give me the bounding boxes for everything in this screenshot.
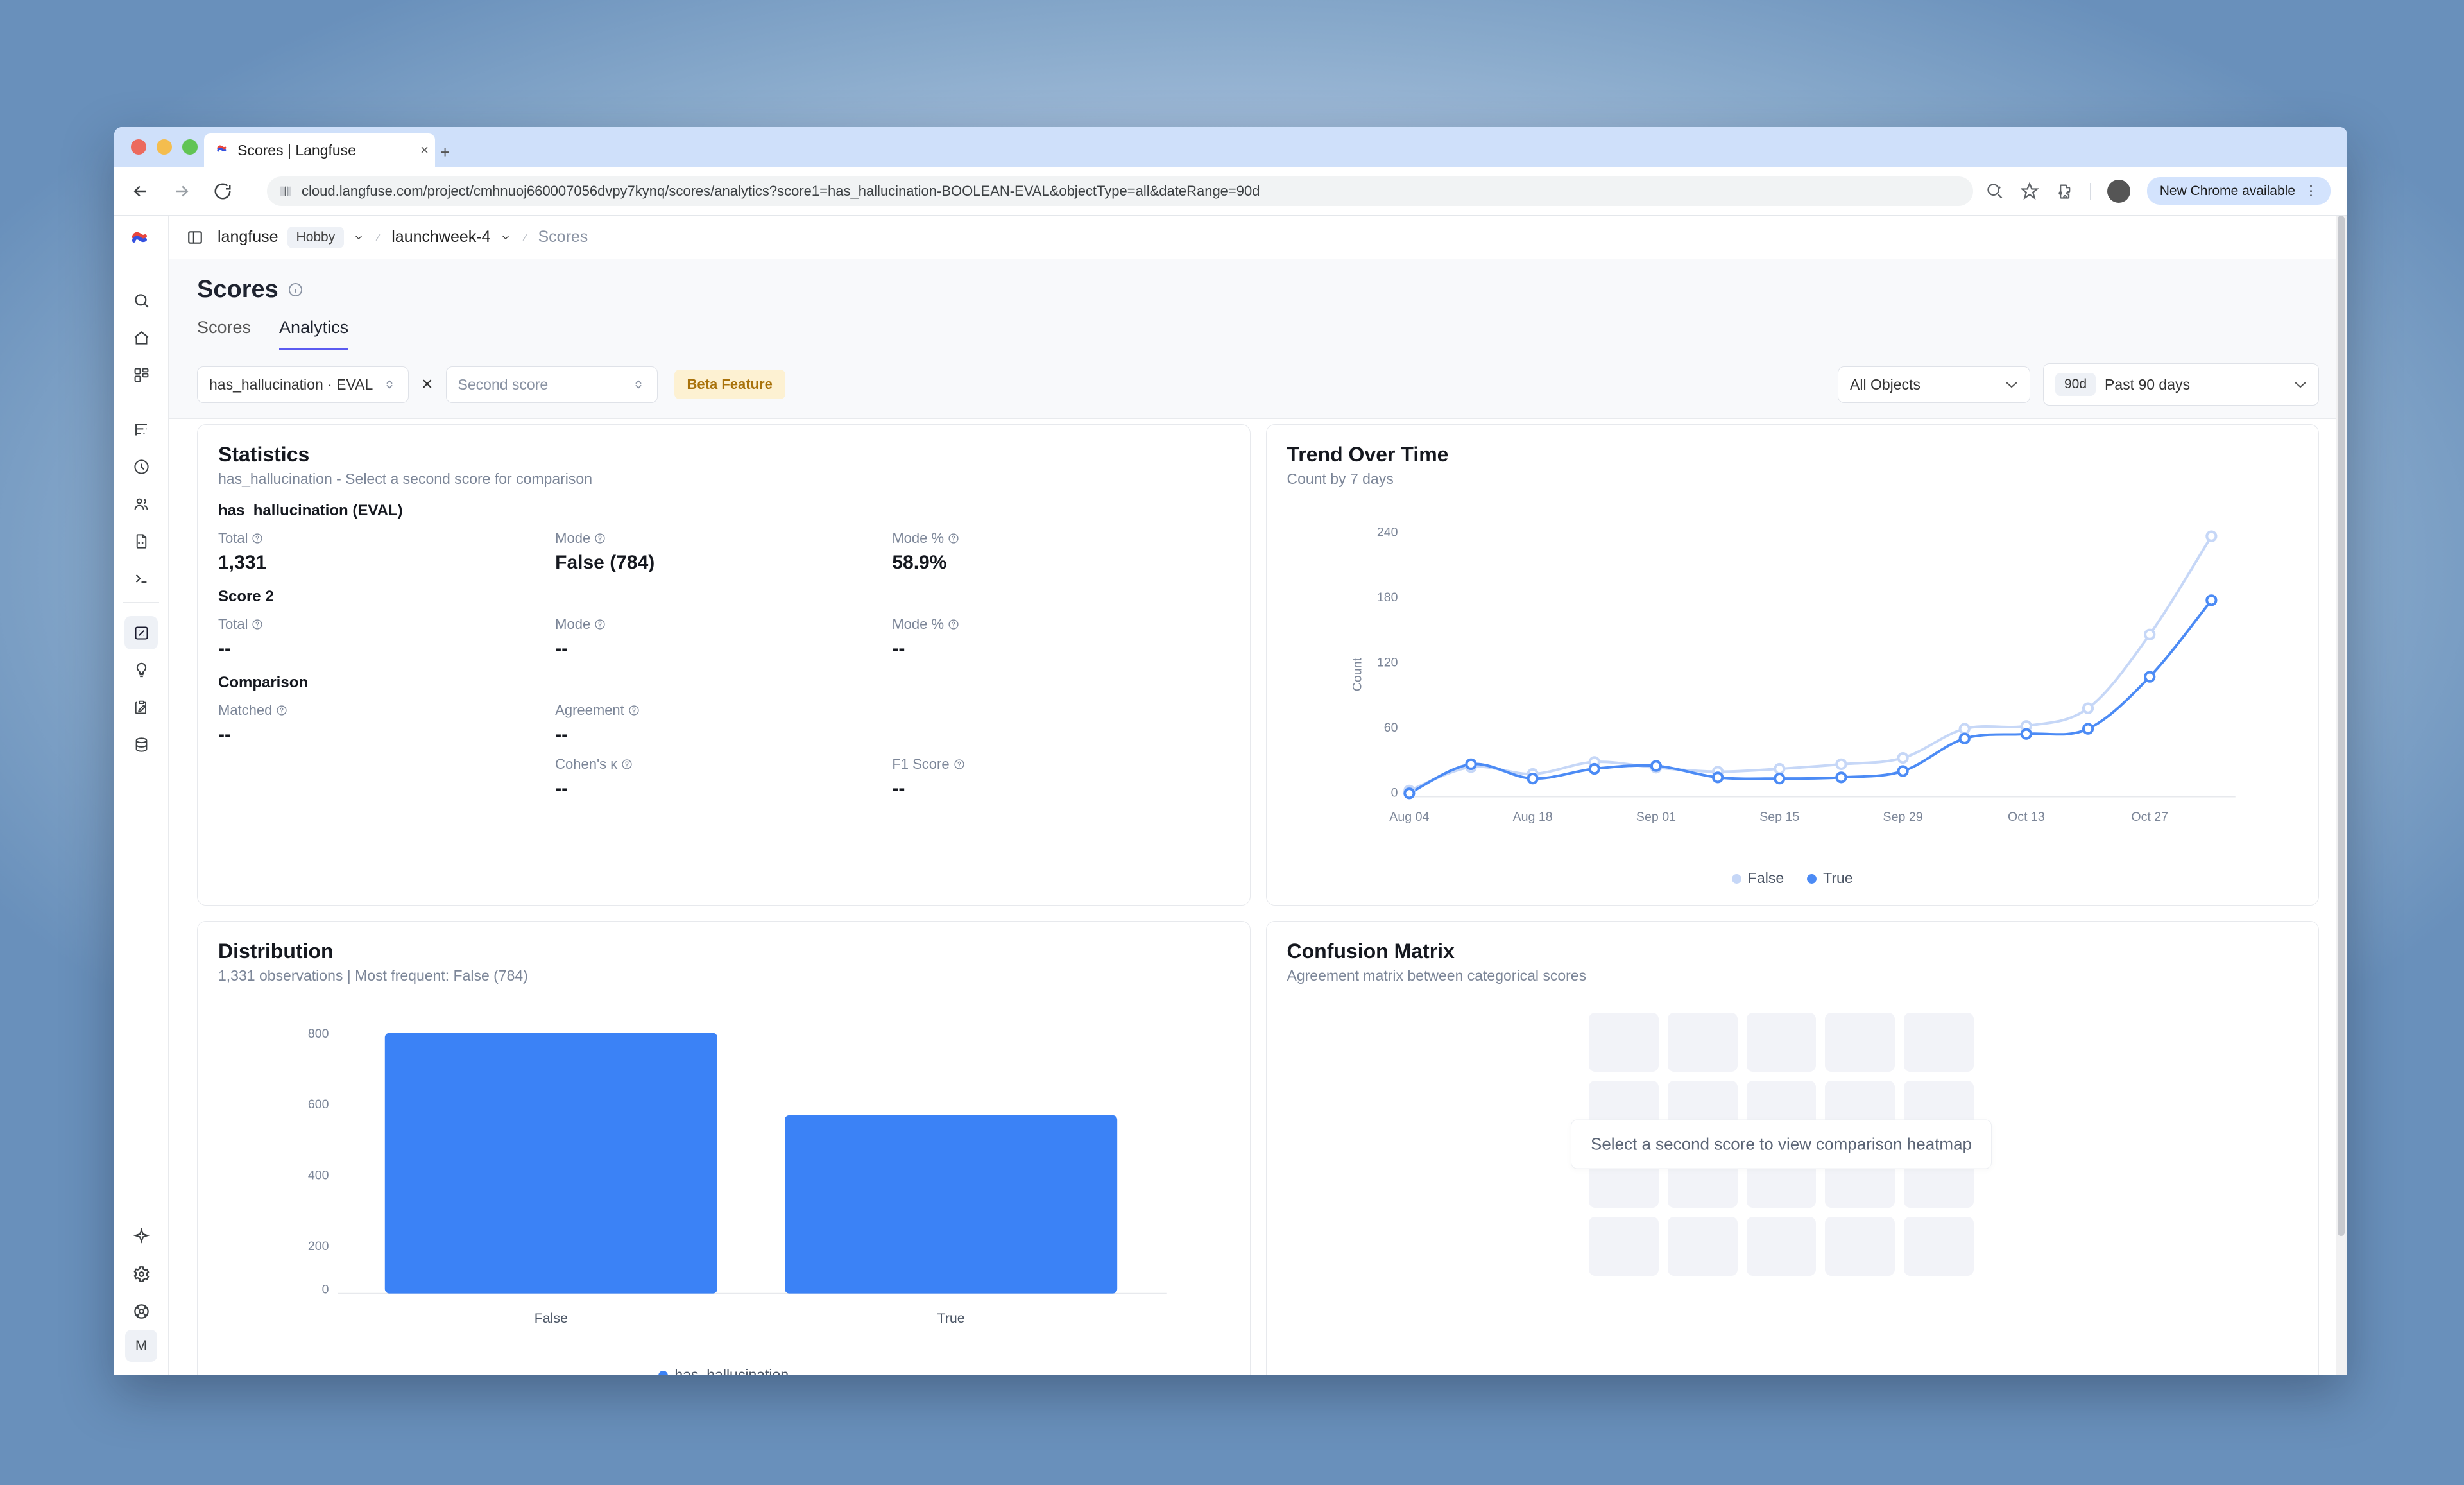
svg-text:Sep 15: Sep 15: [1759, 810, 1799, 824]
svg-text:Sep 01: Sep 01: [1636, 810, 1675, 824]
svg-text:Sep 29: Sep 29: [1883, 810, 1922, 824]
svg-text:400: 400: [308, 1169, 329, 1183]
svg-text:Oct 27: Oct 27: [2131, 810, 2168, 824]
svg-text:True: True: [937, 1310, 965, 1326]
svg-text:180: 180: [1376, 590, 1398, 605]
svg-text:Count: Count: [1350, 657, 1364, 691]
svg-text:Oct 13: Oct 13: [2008, 810, 2045, 824]
svg-text:0: 0: [322, 1283, 329, 1297]
svg-text:Aug 18: Aug 18: [1512, 810, 1552, 824]
svg-text:200: 200: [308, 1239, 329, 1253]
svg-text:Aug 04: Aug 04: [1389, 810, 1429, 824]
svg-text:600: 600: [308, 1097, 329, 1112]
svg-text:800: 800: [308, 1027, 329, 1041]
svg-text:False: False: [535, 1310, 568, 1326]
svg-text:60: 60: [1383, 721, 1398, 735]
svg-text:0: 0: [1390, 786, 1398, 800]
svg-text:120: 120: [1376, 656, 1398, 670]
svg-text:240: 240: [1376, 526, 1398, 540]
